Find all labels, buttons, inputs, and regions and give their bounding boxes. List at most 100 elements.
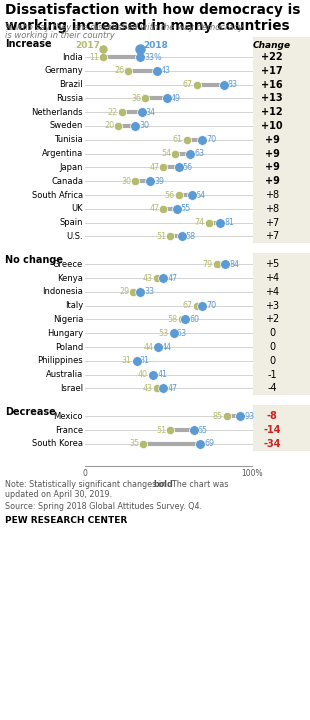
Text: Decrease: Decrease [5, 408, 56, 417]
Text: . The chart was: . The chart was [167, 480, 228, 489]
Text: France: France [55, 426, 83, 434]
Text: 74: 74 [194, 218, 205, 227]
Text: +8: +8 [265, 190, 279, 200]
FancyBboxPatch shape [253, 37, 310, 243]
Text: 2018: 2018 [143, 42, 168, 50]
Text: -34: -34 [263, 438, 281, 449]
Text: 26: 26 [114, 66, 124, 76]
FancyBboxPatch shape [253, 253, 310, 395]
Text: updated on April 30, 2019.: updated on April 30, 2019. [5, 490, 112, 498]
Text: Tunisia: Tunisia [54, 135, 83, 144]
Text: Greece: Greece [53, 260, 83, 269]
Text: 47: 47 [167, 274, 178, 282]
Text: 83: 83 [228, 80, 237, 89]
Text: 43: 43 [143, 384, 153, 393]
Text: 67: 67 [183, 301, 193, 310]
Text: 69: 69 [204, 439, 214, 449]
Text: Argentina: Argentina [42, 149, 83, 158]
Text: UK: UK [71, 204, 83, 213]
Text: 43: 43 [143, 274, 153, 282]
Text: 56: 56 [183, 163, 193, 172]
Text: 31: 31 [140, 356, 150, 365]
Text: 30: 30 [139, 122, 149, 130]
Text: +4: +4 [265, 273, 279, 283]
Text: bold: bold [153, 480, 173, 489]
Text: 100%: 100% [241, 469, 263, 477]
Text: 85: 85 [213, 412, 223, 420]
Text: U.S.: U.S. [66, 232, 83, 241]
Text: 56: 56 [164, 191, 175, 199]
Text: +5: +5 [265, 259, 279, 269]
Text: 44: 44 [162, 343, 171, 351]
Text: +7: +7 [265, 217, 279, 228]
Text: Source: Spring 2018 Global Attitudes Survey. Q4.: Source: Spring 2018 Global Attitudes Sur… [5, 502, 202, 510]
Text: +7: +7 [265, 231, 279, 241]
Text: Brazil: Brazil [60, 80, 83, 89]
Text: South Korea: South Korea [32, 439, 83, 449]
Text: Italy: Italy [65, 301, 83, 310]
Text: 54: 54 [161, 149, 171, 158]
Text: 55: 55 [181, 204, 191, 213]
Text: +22: +22 [261, 52, 283, 62]
Text: Canada: Canada [51, 176, 83, 186]
Text: Nigeria: Nigeria [53, 315, 83, 324]
Text: 53: 53 [158, 329, 169, 338]
Text: 70: 70 [206, 301, 216, 310]
Text: 30: 30 [121, 176, 131, 186]
Text: +2: +2 [265, 315, 279, 325]
Text: 70: 70 [206, 135, 216, 144]
Text: Israel: Israel [60, 384, 83, 393]
Text: +3: +3 [265, 301, 279, 310]
Text: 49: 49 [171, 94, 181, 103]
Text: is working in their country: is working in their country [5, 31, 115, 40]
Text: 22: 22 [108, 108, 118, 117]
Text: -14: -14 [263, 425, 281, 435]
Text: -8: -8 [267, 411, 277, 421]
Text: 33%: 33% [144, 53, 162, 61]
Text: 64: 64 [196, 191, 206, 199]
Text: 33: 33 [144, 287, 154, 297]
Text: 63: 63 [194, 149, 204, 158]
Text: 11: 11 [89, 53, 100, 61]
Text: Indonesia: Indonesia [42, 287, 83, 297]
Text: 0: 0 [269, 356, 275, 366]
Text: +9: +9 [264, 163, 279, 172]
Text: 0: 0 [82, 469, 87, 477]
Text: Dissatisfaction with how democracy is
working increased in many countries: Dissatisfaction with how democracy is wo… [5, 3, 300, 33]
Text: 31: 31 [122, 356, 132, 365]
Text: 51: 51 [156, 232, 166, 241]
Text: Sweden: Sweden [50, 122, 83, 130]
Text: 36: 36 [131, 94, 141, 103]
Text: 61: 61 [173, 135, 183, 144]
Text: +17: +17 [261, 66, 283, 76]
Text: 84: 84 [229, 260, 239, 269]
Text: South Africa: South Africa [32, 191, 83, 199]
Text: +8: +8 [265, 204, 279, 214]
Text: +12: +12 [261, 107, 283, 117]
Text: +9: +9 [264, 176, 279, 186]
Text: Hungary: Hungary [47, 329, 83, 338]
Text: % who say they are dissatisfied with the way democracy: % who say they are dissatisfied with the… [5, 23, 243, 32]
Text: 40: 40 [138, 370, 148, 379]
Text: 41: 41 [157, 370, 167, 379]
Text: Note: Statistically significant changes in: Note: Statistically significant changes … [5, 480, 169, 489]
Text: 60: 60 [189, 315, 199, 324]
Text: 0: 0 [269, 328, 275, 338]
Text: 81: 81 [224, 218, 234, 227]
Text: 67: 67 [183, 80, 193, 89]
Text: 65: 65 [197, 426, 208, 434]
Text: 47: 47 [149, 163, 159, 172]
Text: +4: +4 [265, 287, 279, 297]
Text: Philippines: Philippines [37, 356, 83, 365]
Text: 43: 43 [161, 66, 171, 76]
Text: 0: 0 [269, 342, 275, 352]
Text: 35: 35 [129, 439, 140, 449]
Text: 39: 39 [154, 176, 164, 186]
Text: 58: 58 [168, 315, 178, 324]
Text: 2017: 2017 [75, 42, 100, 50]
Text: 93: 93 [244, 412, 255, 420]
Text: Netherlands: Netherlands [31, 108, 83, 117]
Text: +16: +16 [261, 80, 283, 89]
Text: No change: No change [5, 255, 63, 265]
Text: Change: Change [253, 42, 291, 50]
